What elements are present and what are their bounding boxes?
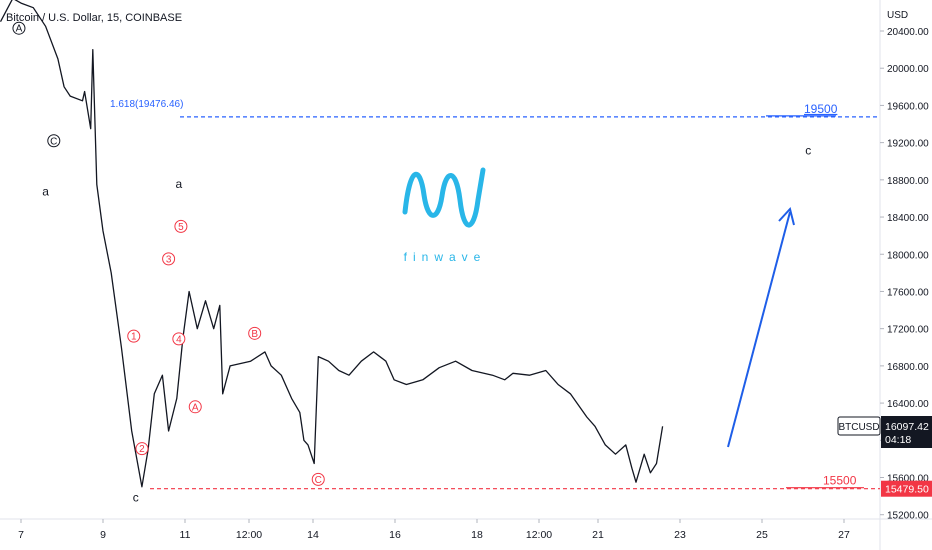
wave-label: C bbox=[50, 136, 57, 147]
wave-label-circle bbox=[311, 472, 325, 486]
finwave-wave-icon bbox=[402, 167, 486, 228]
symbol-tag bbox=[837, 416, 881, 436]
wave-label-circle bbox=[172, 332, 186, 346]
symbol-header[interactable]: Bitcoin / U.S. Dollar, 15, COINBASE bbox=[6, 12, 182, 24]
wave-label-circle bbox=[188, 400, 202, 414]
wave-label-circle bbox=[135, 442, 149, 456]
price-axis-label: 15200.00 bbox=[887, 511, 929, 522]
wave-label: 4 bbox=[176, 334, 182, 345]
price-axis-label: 16800.00 bbox=[887, 362, 929, 373]
price-axis-label: 16400.00 bbox=[887, 399, 929, 410]
time-axis-label: 9 bbox=[100, 529, 106, 541]
time-axis-label: 16 bbox=[389, 529, 401, 541]
price-axis-currency: USD bbox=[887, 10, 908, 21]
price-axis-label: 18800.00 bbox=[887, 176, 929, 187]
fib-extension-label: 1.618(19476.46) bbox=[110, 99, 183, 110]
wave-degree-label: a bbox=[176, 177, 183, 191]
price-axis-label: 18000.00 bbox=[887, 250, 929, 261]
time-axis-label: 27 bbox=[838, 529, 850, 541]
wave-label-circle bbox=[47, 134, 61, 148]
price-axis-label: 17600.00 bbox=[887, 287, 929, 298]
price-series-line bbox=[0, 0, 664, 488]
price-axis-label: 15600.00 bbox=[887, 474, 929, 485]
wave-label-circle bbox=[162, 252, 176, 266]
wave-label: 3 bbox=[166, 254, 172, 265]
wave-label: 5 bbox=[178, 222, 184, 233]
last-price-tag bbox=[881, 416, 932, 448]
price-axis-label: 19600.00 bbox=[887, 101, 929, 112]
time-axis-label: 18 bbox=[471, 529, 483, 541]
btcusd-price-tag[interactable]: BTCUSD 16097.42 04:18 bbox=[837, 416, 932, 448]
time-axis-label: 14 bbox=[307, 529, 319, 541]
support-price-label: 15500 bbox=[823, 474, 857, 488]
wave-label: B bbox=[251, 329, 258, 340]
price-axis-label: 18400.00 bbox=[887, 213, 929, 224]
wave-label-circle bbox=[127, 329, 141, 343]
symbol-tag-text: BTCUSD bbox=[838, 422, 879, 433]
finwave-logo: finwave bbox=[402, 167, 487, 264]
price-axis-label: 19200.00 bbox=[887, 139, 929, 150]
price-axis[interactable]: 15200.0015600.0016000.0016400.0016800.00… bbox=[880, 27, 929, 522]
wave-label-circle bbox=[12, 21, 26, 35]
wave-degree-labels: a a c c bbox=[42, 144, 811, 505]
projection-arrow[interactable] bbox=[727, 206, 795, 448]
time-axis[interactable]: 7 9 11 12:00 14 16 18 12:00 21 23 25 27 bbox=[18, 519, 850, 541]
wave-label: 2 bbox=[139, 444, 145, 455]
bar-countdown-text: 04:18 bbox=[885, 434, 911, 446]
time-axis-label: 7 bbox=[18, 529, 24, 541]
finwave-wordmark: finwave bbox=[404, 250, 487, 264]
price-axis-label: 20400.00 bbox=[887, 27, 929, 38]
wave-label: 1 bbox=[131, 332, 137, 343]
support-tag-text: 15479.50 bbox=[885, 484, 929, 496]
wave-label: A bbox=[192, 402, 199, 413]
wave-label-circle bbox=[174, 219, 188, 233]
price-axis-label: 17200.00 bbox=[887, 325, 929, 336]
time-axis-label: 25 bbox=[756, 529, 768, 541]
wave-degree-label: a bbox=[42, 185, 49, 199]
wave-label: A bbox=[16, 24, 23, 35]
wave-labels: A C 5 3 1 4 2 A B C bbox=[12, 21, 325, 486]
wave-degree-label: c bbox=[133, 491, 139, 505]
time-axis-label: 23 bbox=[674, 529, 686, 541]
wave-label-circle bbox=[248, 326, 262, 340]
price-axis-label: 20000.00 bbox=[887, 64, 929, 75]
wave-label: C bbox=[315, 475, 322, 486]
time-axis-label: 12:00 bbox=[236, 529, 262, 541]
last-price-text: 16097.42 bbox=[885, 421, 929, 433]
support-tag-box bbox=[881, 480, 932, 497]
time-axis-label: 12:00 bbox=[526, 529, 552, 541]
target-price-label: 19500 bbox=[804, 102, 838, 116]
wave-degree-label: c bbox=[805, 144, 811, 158]
support-price-tag[interactable]: 15479.50 bbox=[881, 480, 932, 497]
time-axis-label: 21 bbox=[592, 529, 604, 541]
time-axis-label: 11 bbox=[180, 529, 191, 541]
